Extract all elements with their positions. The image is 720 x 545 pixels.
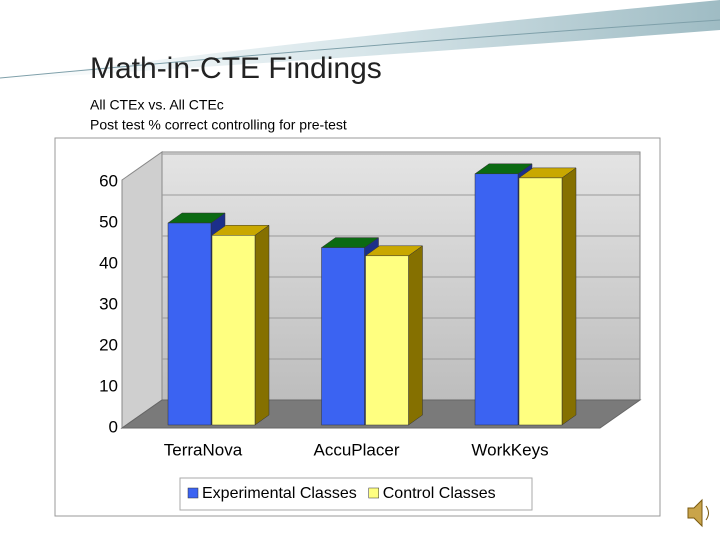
legend-label: Experimental Classes: [202, 485, 357, 502]
bar: [211, 235, 256, 426]
bar: [365, 255, 409, 426]
y-tick-label: 60: [99, 171, 118, 190]
y-tick-label: 40: [99, 253, 118, 272]
slide-title: Math-in-CTE Findings: [90, 52, 382, 85]
x-tick-label: AccuPlacer: [314, 440, 400, 459]
y-tick-label: 0: [109, 417, 118, 436]
x-tick-label: TerraNova: [164, 440, 243, 459]
subtitle: Post test % correct controlling for pre-…: [90, 117, 347, 133]
bar: [321, 247, 365, 426]
legend-label: Control Classes: [383, 485, 496, 502]
decoration-line: [0, 19, 720, 79]
legend-box: [179, 477, 533, 511]
bar: [167, 222, 212, 426]
bar: [474, 173, 519, 426]
y-tick-label: 10: [99, 376, 118, 395]
y-tick-label: 30: [99, 294, 118, 313]
legend-swatch: [187, 487, 199, 499]
bar: [518, 177, 563, 426]
decoration: [0, 0, 720, 80]
bar-side: [408, 245, 423, 426]
y-tick-label: 20: [99, 335, 118, 354]
x-tick-label: WorkKeys: [471, 440, 548, 459]
y-tick-label: 50: [99, 212, 118, 231]
legend-swatch: [368, 487, 379, 499]
speaker-icon: [687, 498, 709, 528]
bar-side: [561, 167, 577, 426]
subtitle: All CTEx vs. All CTEc: [90, 97, 224, 113]
side-wall: [121, 151, 163, 429]
bar-side: [254, 224, 270, 426]
